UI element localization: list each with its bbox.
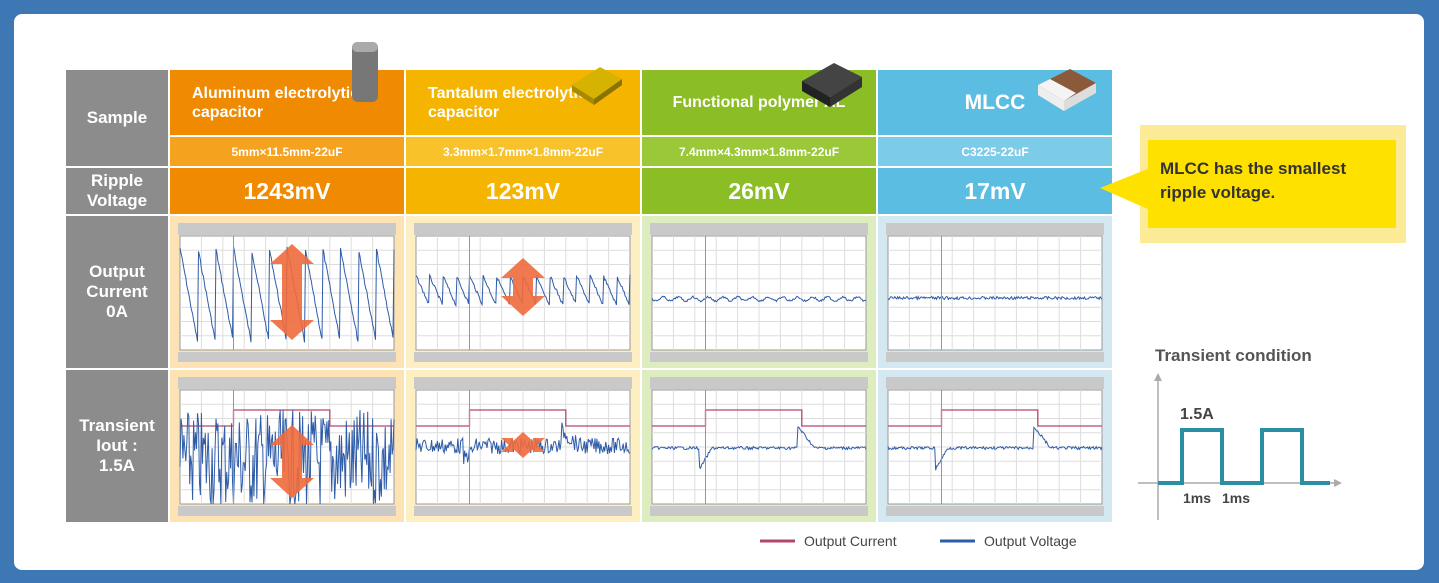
scope-panel	[406, 370, 640, 522]
transient-diagram: Transient condition 1.5A 1ms 1ms	[1138, 346, 1342, 520]
ripple-arrow	[270, 244, 314, 340]
legend-label: Output Current	[804, 533, 897, 549]
voltage-trace	[651, 295, 867, 303]
scope-panel	[878, 216, 1112, 368]
sample-size: 3.3mm×1.7mm×1.8mm-22uF	[406, 137, 640, 166]
pulse	[1158, 428, 1330, 485]
time-label: 1ms	[1222, 490, 1250, 506]
voltage-trace	[887, 426, 1103, 471]
ripple-arrow	[270, 425, 314, 498]
capacitor-icon	[572, 67, 622, 105]
voltage-trace	[179, 246, 395, 343]
callout-pointer	[1100, 168, 1150, 210]
row-header: Ripple Voltage	[66, 168, 168, 214]
sample-size: 5mm×11.5mm-22uF	[170, 137, 404, 166]
row-header: Sample	[66, 70, 168, 166]
scope-panel	[170, 216, 404, 368]
sample-size: 7.4mm×4.3mm×1.8mm-22uF	[642, 137, 876, 166]
scope-panel	[170, 370, 404, 522]
ripple-arrow	[501, 258, 545, 316]
scope-panel	[406, 216, 640, 368]
voltage-trace	[651, 426, 867, 470]
ripple-arrow	[501, 432, 545, 458]
current-trace	[888, 409, 1102, 427]
capacitor-icon	[1038, 69, 1096, 111]
voltage-trace	[887, 295, 1103, 302]
row-header: Transient Iout : 1.5A	[66, 370, 168, 522]
ripple-value: 123mV	[406, 168, 640, 214]
scope-panel	[878, 370, 1112, 522]
scope-panel	[642, 216, 876, 368]
current-label: 1.5A	[1180, 406, 1214, 423]
legend-label: Output Voltage	[984, 533, 1077, 549]
legend: Output Current Output Voltage	[760, 533, 1077, 549]
time-label: 1ms	[1183, 490, 1211, 506]
ripple-value: 1243mV	[170, 168, 404, 214]
scope-panel	[642, 370, 876, 522]
current-trace	[416, 409, 630, 427]
ripple-value: 17mV	[878, 168, 1112, 214]
callout: MLCC has the smallest ripple voltage.	[1148, 140, 1396, 228]
sample-name: Aluminum electrolytic capacitor	[170, 70, 404, 135]
ripple-value: 26mV	[642, 168, 876, 214]
sample-size: C3225-22uF	[878, 137, 1112, 166]
arrow	[1154, 373, 1162, 381]
row-header: Output Current 0A	[66, 216, 168, 368]
capacitor-icon	[802, 63, 862, 107]
current-trace	[652, 409, 866, 427]
arrow	[1334, 479, 1342, 487]
diagram-title: Transient condition	[1155, 346, 1312, 365]
capacitor-icon	[352, 42, 378, 102]
